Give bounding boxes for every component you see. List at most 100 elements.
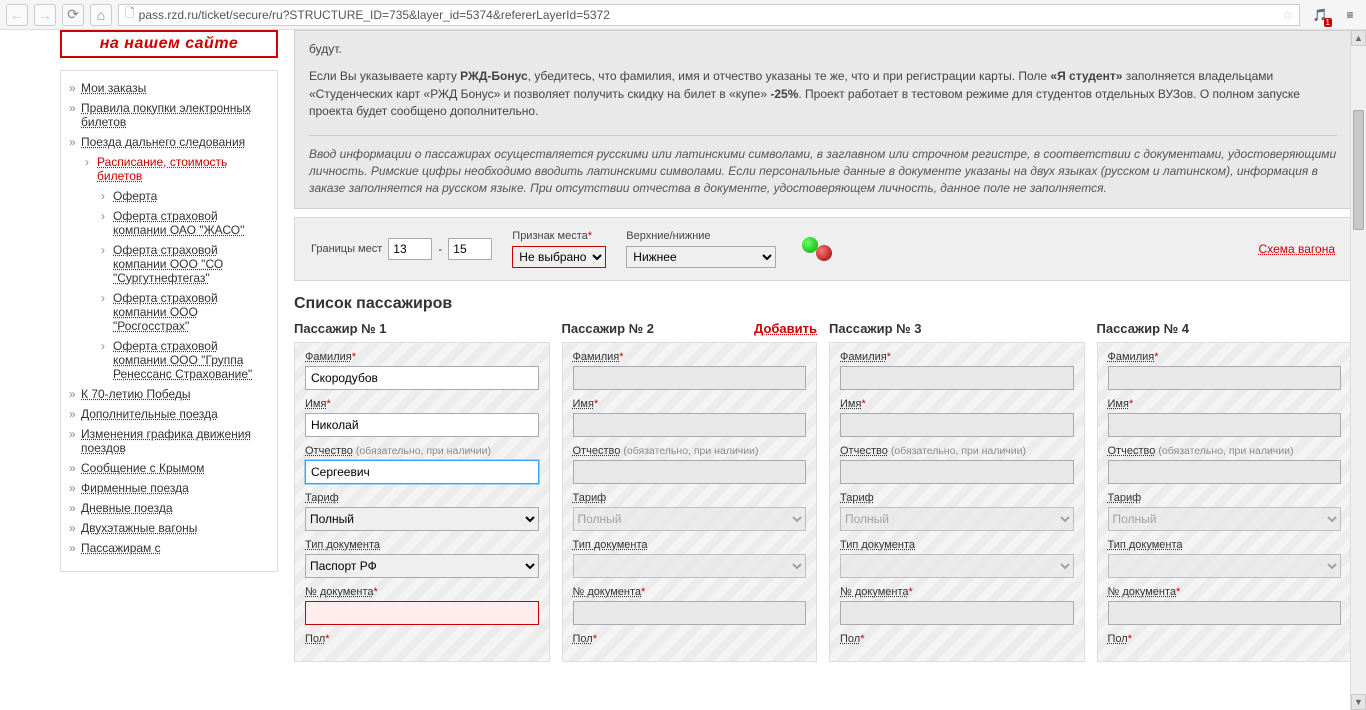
info-box: будут. Если Вы указываете карту РЖД-Бону… [294,30,1352,209]
field-label: № документа* [305,586,539,598]
scroll-up-button[interactable]: ▲ [1351,30,1366,46]
sidebar-item[interactable]: Расписание, стоимость билетов [97,155,227,183]
text-input [840,413,1074,437]
scroll-down-button[interactable]: ▼ [1351,694,1366,710]
field-label: Имя* [840,398,1074,410]
field-label: Тариф [840,492,1074,504]
sign-label: Признак места* [512,230,606,242]
url-text: pass.rzd.ru/ticket/secure/ru?STRUCTURE_I… [139,8,610,22]
extension-icon-1[interactable]: 🎵1 [1310,5,1330,25]
passenger-header: Пассажир № 1 [294,321,387,336]
upper-lower-select[interactable]: Нижнее [626,246,776,268]
seat-options-row: Границы мест - Признак места* Не выбрано… [294,217,1352,281]
text-input [573,366,807,390]
banner-text: на нашем сайте [100,35,238,53]
sidebar-item[interactable]: Дополнительные поезда [81,407,218,421]
field-label: Имя* [305,398,539,410]
info-line0: будут. [309,41,1337,58]
field-label: Тариф [305,492,539,504]
select-input [840,554,1074,578]
page-scrollbar[interactable]: ▲ ▼ [1350,30,1366,710]
sidebar-item[interactable]: Пассажирам с [81,541,161,555]
passengers-title: Список пассажиров [294,295,1352,313]
upper-lower-label: Верхние/нижние [626,230,776,242]
text-input[interactable] [305,460,539,484]
seat-indicator [796,237,832,261]
field-label: № документа* [573,586,807,598]
text-input [1108,601,1342,625]
passenger-header: Пассажир № 4 [1097,321,1190,336]
passenger-header: Пассажир № 3 [829,321,922,336]
field-label: Имя* [1108,398,1342,410]
info-italic: Ввод информации о пассажирах осуществляе… [309,135,1337,198]
seat-to-input[interactable] [448,238,492,260]
sidebar-item[interactable]: Фирменные поезда [81,481,189,495]
field-label: Фамилия* [573,351,807,363]
sidebar-item[interactable]: К 70-летию Победы [81,387,191,401]
back-button[interactable]: ← [6,4,28,26]
home-button[interactable]: ⌂ [90,4,112,26]
site-banner: на нашем сайте [60,30,278,58]
text-input [573,601,807,625]
wagon-scheme-link[interactable]: Схема вагона [1259,242,1335,256]
sidebar-item[interactable]: Оферта страховой компании ООО "СО "Сургу… [113,243,223,285]
select-input: Полный [1108,507,1342,531]
select-input: Полный [573,507,807,531]
sidebar-item[interactable]: Сообщение с Крымом [81,461,204,475]
select-input: Полный [840,507,1074,531]
add-passenger-link[interactable]: Добавить [754,321,817,336]
text-input[interactable] [305,601,539,625]
select-input [1108,554,1342,578]
text-input [573,460,807,484]
text-input[interactable] [305,413,539,437]
sidebar-item[interactable]: Оферта страховой компании ООО "Группа Ре… [113,339,252,381]
passengers-grid: Пассажир № 1Фамилия*Имя*Отчество (обязат… [294,321,1352,662]
scroll-thumb[interactable] [1353,110,1364,230]
field-label: Фамилия* [840,351,1074,363]
url-bar[interactable]: 🗋 pass.rzd.ru/ticket/secure/ru?STRUCTURE… [118,4,1300,26]
text-input [840,601,1074,625]
text-input [840,366,1074,390]
field-label: Фамилия* [305,351,539,363]
text-input[interactable] [305,366,539,390]
sidebar-item[interactable]: Мои заказы [81,81,146,95]
field-label: Тариф [1108,492,1342,504]
field-label: Тип документа [305,539,539,551]
forward-button[interactable]: → [34,4,56,26]
text-input [1108,413,1342,437]
passenger-header: Пассажир № 2 [562,321,655,336]
field-label: Тип документа [840,539,1074,551]
bookmark-star-icon[interactable]: ☆ [1282,8,1293,22]
info-para1: Если Вы указываете карту РЖД-Бонус, убед… [309,68,1337,120]
sidebar-item[interactable]: Дневные поезда [81,501,173,515]
field-label: Фамилия* [1108,351,1342,363]
sidebar-menu: Мои заказы Правила покупки электронных би… [60,70,278,572]
sidebar-item[interactable]: Оферта страховой компании ОАО "ЖАСО" [113,209,244,237]
select-input[interactable]: Полный [305,507,539,531]
field-label: Имя* [573,398,807,410]
select-input [573,554,807,578]
sidebar-item[interactable]: Правила покупки электронных билетов [81,101,251,129]
text-input [840,460,1074,484]
seat-from-input[interactable] [388,238,432,260]
bounds-label: Границы мест [311,243,382,255]
sidebar-item[interactable]: Двухэтажные вагоны [81,521,197,535]
sidebar-item[interactable]: Поезда дальнего следования [81,135,245,149]
globe-icon: 🗋 [125,4,135,25]
sidebar-item[interactable]: Оферта [113,189,157,203]
text-input [1108,460,1342,484]
sidebar-item[interactable]: Оферта страховой компании ООО "Росгосстр… [113,291,218,333]
text-input [1108,366,1342,390]
sidebar-item[interactable]: Изменения графика движения поездов [81,427,251,455]
field-label: Тип документа [573,539,807,551]
field-label: № документа* [840,586,1074,598]
seat-sign-select[interactable]: Не выбрано [512,246,606,268]
text-input [573,413,807,437]
field-label: Тариф [573,492,807,504]
field-label: Тип документа [1108,539,1342,551]
browser-toolbar: ← → ⟳ ⌂ 🗋 pass.rzd.ru/ticket/secure/ru?S… [0,0,1366,30]
reload-button[interactable]: ⟳ [62,4,84,26]
select-input[interactable]: Паспорт РФ [305,554,539,578]
field-label: № документа* [1108,586,1342,598]
menu-icon[interactable]: ≡ [1340,5,1360,25]
